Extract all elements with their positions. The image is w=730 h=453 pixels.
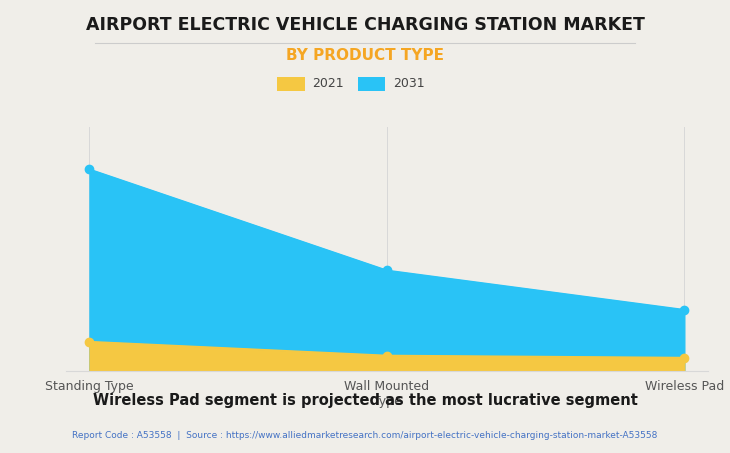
- Text: 2021: 2021: [312, 77, 344, 90]
- Text: Wireless Pad segment is projected as the most lucrative segment: Wireless Pad segment is projected as the…: [93, 393, 637, 409]
- Text: BY PRODUCT TYPE: BY PRODUCT TYPE: [286, 48, 444, 63]
- Text: 2031: 2031: [393, 77, 424, 90]
- Text: AIRPORT ELECTRIC VEHICLE CHARGING STATION MARKET: AIRPORT ELECTRIC VEHICLE CHARGING STATIO…: [85, 16, 645, 34]
- Text: Report Code : A53558  |  Source : https://www.alliedmarketresearch.com/airport-e: Report Code : A53558 | Source : https://…: [72, 431, 658, 440]
